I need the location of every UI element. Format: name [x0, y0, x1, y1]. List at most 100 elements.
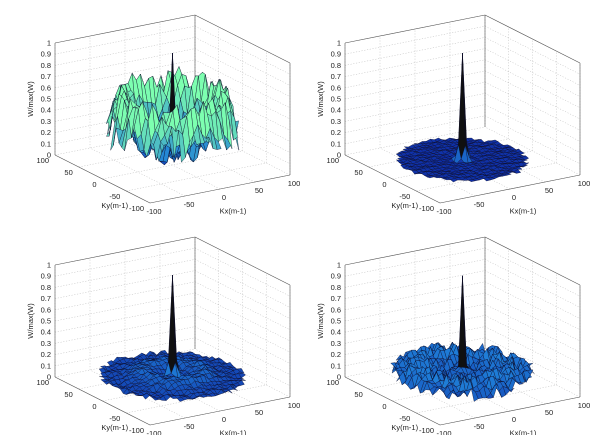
surface: [105, 52, 239, 166]
x-tick-label: -100: [436, 429, 451, 435]
x-axis-label: Kx(m-1): [510, 207, 537, 216]
grid-line: [344, 292, 581, 342]
y-tick-label: 100: [36, 378, 49, 387]
z-tick-label: 0.3: [331, 117, 341, 126]
axis-frame: [149, 174, 291, 204]
chart-panel-top-left: 0 0.1 0.2 0.3 0.4 0.5 0.6 0.7 0.8 0.9 1 100 50 0 -50 -1…: [26, 14, 301, 216]
surface-facet: [443, 177, 452, 181]
grid-line: [344, 281, 581, 331]
chart-panel-top-right: 0 0.1 0.2 0.3 0.4 0.5 0.6 0.7 0.8 0.9 1 100 50 0 -50 -1…: [316, 14, 590, 216]
grid-line: [54, 48, 291, 97]
x-tick-label: 100: [578, 401, 591, 410]
y-axis-label: Ky(m-1): [101, 423, 128, 432]
x-tick-label: -50: [474, 422, 485, 431]
surface-facet: [433, 175, 442, 179]
surface-facet: [171, 126, 179, 159]
z-axis-label: W/max(W): [316, 303, 325, 339]
y-tick-label: 0: [92, 180, 96, 189]
z-tick-label: 0.4: [331, 106, 341, 115]
grid-line: [54, 292, 291, 342]
z-tick-label: 0.7: [331, 72, 341, 81]
surface-facet: [450, 178, 458, 183]
grid-line: [54, 247, 291, 297]
grid-line: [344, 115, 581, 165]
y-tick-label: -100: [129, 204, 144, 213]
z-tick-label: 0.5: [331, 317, 341, 326]
z-tick-label: 0.1: [331, 361, 341, 370]
surface-facet: [460, 389, 468, 397]
axis-frame: [344, 236, 486, 266]
y-tick-label: -100: [129, 426, 144, 435]
grid-line: [344, 303, 581, 353]
y-tick-label: 50: [64, 390, 72, 399]
z-tick-label: 0.6: [41, 83, 51, 92]
surface-facet: [151, 397, 160, 401]
grid-line: [344, 48, 581, 97]
z-tick-label: 0.4: [41, 106, 51, 115]
grid-line: [379, 369, 476, 419]
surface-facet: [193, 123, 201, 145]
grid-line: [54, 326, 291, 375]
surface-facet: [178, 129, 186, 163]
z-tick-label: 0.9: [41, 50, 51, 59]
grid-line: [344, 270, 581, 319]
y-tick-label: 0: [382, 402, 386, 411]
z-tick-label: 0.6: [331, 83, 341, 92]
z-tick-label: 1: [337, 261, 341, 270]
y-tick-label: -50: [399, 414, 410, 423]
grid-line: [54, 37, 291, 86]
surface-facet: [432, 386, 440, 396]
z-axis-label: W/max(W): [316, 81, 325, 117]
grid-line: [54, 270, 291, 319]
grid-line: [54, 337, 291, 387]
x-tick-label: -100: [146, 429, 161, 435]
y-tick-label: 100: [326, 156, 339, 165]
grid-line: [344, 59, 581, 109]
x-tick-label: 50: [545, 408, 553, 417]
surface-facet: [486, 392, 494, 399]
y-tick-label: -50: [109, 192, 120, 201]
y-axis-label: Ky(m-1): [391, 201, 418, 210]
z-tick-label: 0.8: [331, 61, 341, 70]
x-tick-label: -50: [184, 422, 195, 431]
grid-line: [484, 126, 581, 176]
grid-line: [89, 147, 186, 197]
surface-facet: [414, 172, 422, 175]
z-tick-label: 0: [337, 151, 341, 160]
grid-line: [344, 315, 581, 364]
surface-facet: [410, 384, 418, 390]
y-tick-label: -50: [109, 414, 120, 423]
x-tick-label: 0: [222, 415, 226, 424]
z-tick-label: 0.2: [41, 128, 51, 137]
surface-facet: [453, 389, 461, 398]
z-tick-label: 0.7: [331, 294, 341, 303]
y-tick-label: 50: [354, 168, 362, 177]
y-tick-label: 100: [36, 156, 49, 165]
surface-facet: [471, 388, 479, 402]
grid-line: [344, 93, 581, 142]
axis-frame: [194, 14, 291, 64]
grid-line: [344, 81, 581, 131]
z-tick-label: 0.2: [331, 350, 341, 359]
z-tick-label: 0.8: [41, 61, 51, 70]
grid-line: [344, 337, 581, 387]
y-tick-label: 50: [64, 168, 72, 177]
grid-line: [54, 59, 291, 109]
surface-facet: [158, 395, 167, 401]
x-tick-label: 100: [288, 179, 301, 188]
surface-facet: [468, 179, 476, 182]
z-tick-label: 0.3: [41, 117, 51, 126]
surface-facet: [422, 381, 431, 393]
z-tick-label: 0.2: [331, 128, 341, 137]
z-tick-label: 0.7: [41, 294, 51, 303]
grid-line: [344, 259, 581, 308]
z-tick-label: 1: [47, 39, 51, 48]
surface: [98, 274, 246, 402]
z-tick-label: 0.1: [41, 361, 51, 370]
x-tick-label: -100: [436, 207, 451, 216]
axis-frame: [54, 236, 196, 266]
grid-line: [344, 326, 581, 375]
surface-facet: [446, 389, 454, 400]
y-tick-label: 0: [382, 180, 386, 189]
